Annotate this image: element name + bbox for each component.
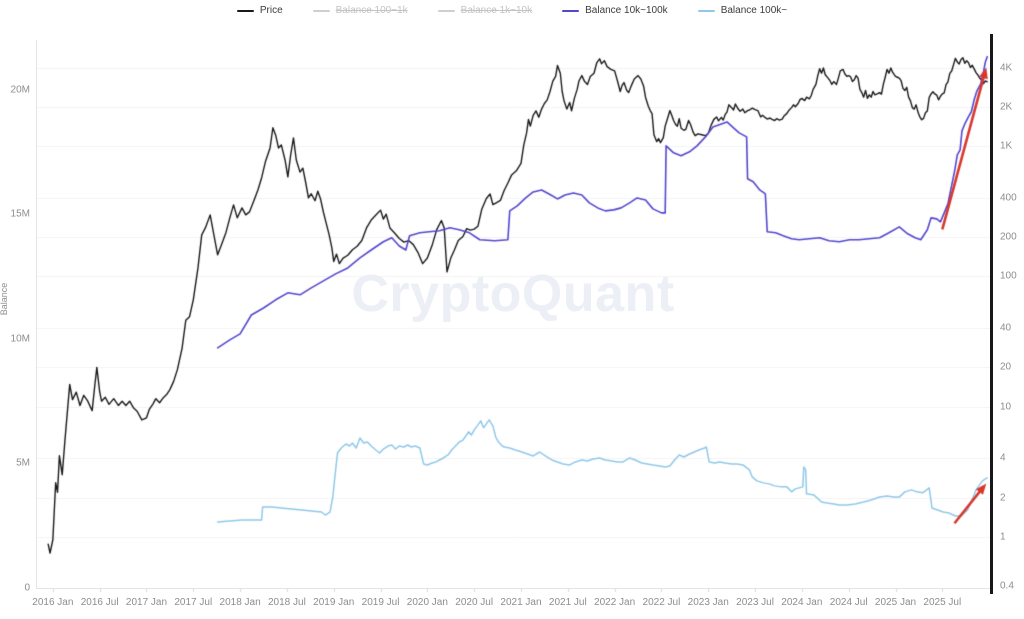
x-axis-tick: 2016 Jan [32, 597, 74, 608]
legend-label: Balance 10k~100k [585, 5, 668, 16]
right-axis-line [990, 34, 993, 594]
x-axis-tick: 2017 Jul [174, 597, 213, 608]
legend-item-balance-1k-10k[interactable]: Balance 1k~10k [437, 5, 533, 16]
left-axis-line [36, 40, 37, 589]
x-axis-tick: 2022 Jul [642, 597, 681, 608]
legend: Price Balance 100~1k Balance 1k~10k Balance… [0, 5, 1024, 16]
x-axis-tick: 2020 Jul [455, 597, 494, 608]
x-axis-tick: 2024 Jan [781, 597, 823, 608]
legend-label: Price [259, 5, 283, 16]
x-axis-tick: 2018 Jul [268, 597, 306, 608]
x-axis-tick: 2021 Jul [548, 597, 587, 608]
x-axis-line [36, 588, 992, 589]
right-axis-tick: 0.4 [1000, 580, 1014, 592]
left-axis-tick: 10M [10, 333, 30, 345]
right-axis-tick: 10 [1000, 401, 1012, 413]
right-axis-tick: 200 [1000, 231, 1017, 243]
right-axis-tick: 2K [1000, 101, 1013, 113]
x-axis-tick: 2019 Jan [313, 597, 355, 608]
cryptoquant-watermark: CryptoQuant [351, 265, 675, 323]
left-axis-tick: 20M [10, 84, 30, 96]
legend-item-balance-10k-100k[interactable]: Balance 10k~100k [562, 5, 668, 16]
x-axis-tick: 2016 Jul [80, 597, 119, 608]
left-axis-tick: 0 [24, 582, 30, 594]
right-axis-tick: 1 [1000, 531, 1006, 543]
legend-item-balance-100k-[interactable]: Balance 100k~ [697, 5, 788, 16]
right-axis-tick: 40 [1000, 322, 1012, 334]
x-axis-tick: 2022 Jan [594, 597, 636, 608]
right-axis-tick: 400 [1000, 192, 1017, 204]
x-axis-tick: 2023 Jul [736, 597, 774, 608]
left-axis-tick: 5M [16, 457, 30, 469]
right-axis-tick: 2 [1000, 492, 1006, 504]
legend-swatch [562, 9, 580, 12]
legend-swatch [312, 9, 330, 12]
legend-label: Balance 100k~ [720, 5, 788, 16]
legend-item-balance-100-1k[interactable]: Balance 100~1k [312, 5, 408, 16]
legend-swatch [437, 9, 455, 12]
x-axis-tick: 2023 Jan [687, 597, 729, 608]
right-axis-tick: 1K [1000, 140, 1013, 152]
legend-item-price[interactable]: Price [236, 5, 283, 16]
left-axis-title: Balance [0, 282, 9, 316]
right-axis-tick: 4 [1000, 452, 1006, 464]
legend-swatch [236, 9, 254, 12]
x-axis-tick: 2020 Jan [406, 597, 448, 608]
right-axis-tick: 4K [1000, 62, 1013, 74]
legend-label: Balance 100~1k [335, 5, 408, 16]
x-axis-tick: 2017 Jan [125, 597, 168, 608]
right-axis-tick: 20 [1000, 361, 1012, 373]
left-axis-tick: 15M [10, 208, 30, 220]
legend-swatch [697, 9, 715, 12]
x-axis-tick: 2024 Jul [829, 597, 868, 608]
x-axis-tick: 2021 Jan [500, 597, 542, 608]
right-axis-tick: 100 [1000, 270, 1017, 282]
x-axis-tick: 2025 Jan [874, 597, 917, 608]
x-axis-tick: 2018 Jan [219, 597, 261, 608]
x-axis-tick: 2019 Jul [361, 597, 400, 608]
legend-label: Balance 1k~10k [460, 5, 533, 16]
x-axis-tick: 2025 Jul [923, 597, 962, 608]
